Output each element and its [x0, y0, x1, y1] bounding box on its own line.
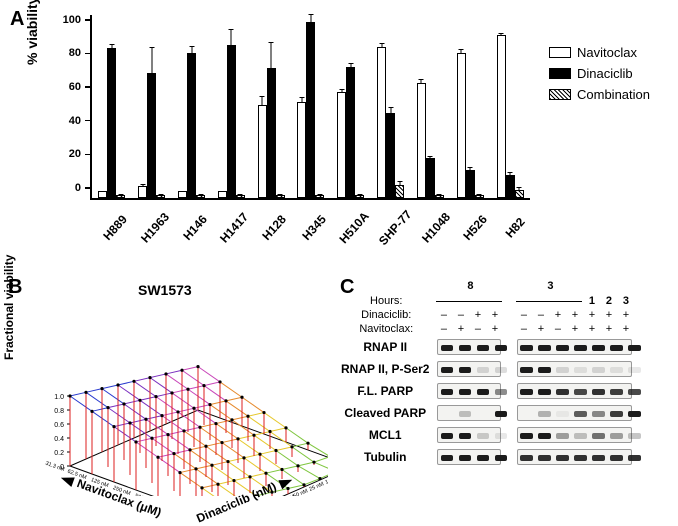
- svg-text:0.2: 0.2: [54, 450, 64, 457]
- svg-text:1.0: 1.0: [54, 394, 64, 401]
- panel-b-zlabel: Fractional viability: [2, 255, 16, 360]
- svg-text:25 nM: 25 nM: [308, 481, 325, 493]
- panel-a-chart: [90, 15, 530, 200]
- svg-text:50 nM: 50 nM: [292, 488, 309, 496]
- svg-text:0.8: 0.8: [54, 408, 64, 415]
- svg-text:0.6: 0.6: [54, 422, 64, 429]
- panel-a: % viability 020406080100 H889H1963H146H1…: [20, 5, 660, 255]
- panel-a-ylabel: % viability: [24, 0, 40, 65]
- panel-b-3dplot: 00.20.40.60.81.031.3 nM62.5 nM125 nM250 …: [18, 296, 328, 496]
- panel-b: SW1573 00.20.40.60.81.031.3 nM62.5 nM125…: [8, 280, 328, 515]
- panel-a-legend: NavitoclaxDinaciclibCombination: [549, 45, 650, 108]
- panel-a-xlabels: H889H1963H146H1417H128H345H510ASHP-77H10…: [90, 203, 530, 217]
- panel-a-yaxis: 020406080100: [56, 15, 90, 200]
- panel-c: Hours:83123Dinaciclib:––++––+++++Navitoc…: [340, 280, 675, 515]
- svg-text:12.5 nM: 12.5 nM: [324, 472, 328, 485]
- svg-text:0.4: 0.4: [54, 436, 64, 443]
